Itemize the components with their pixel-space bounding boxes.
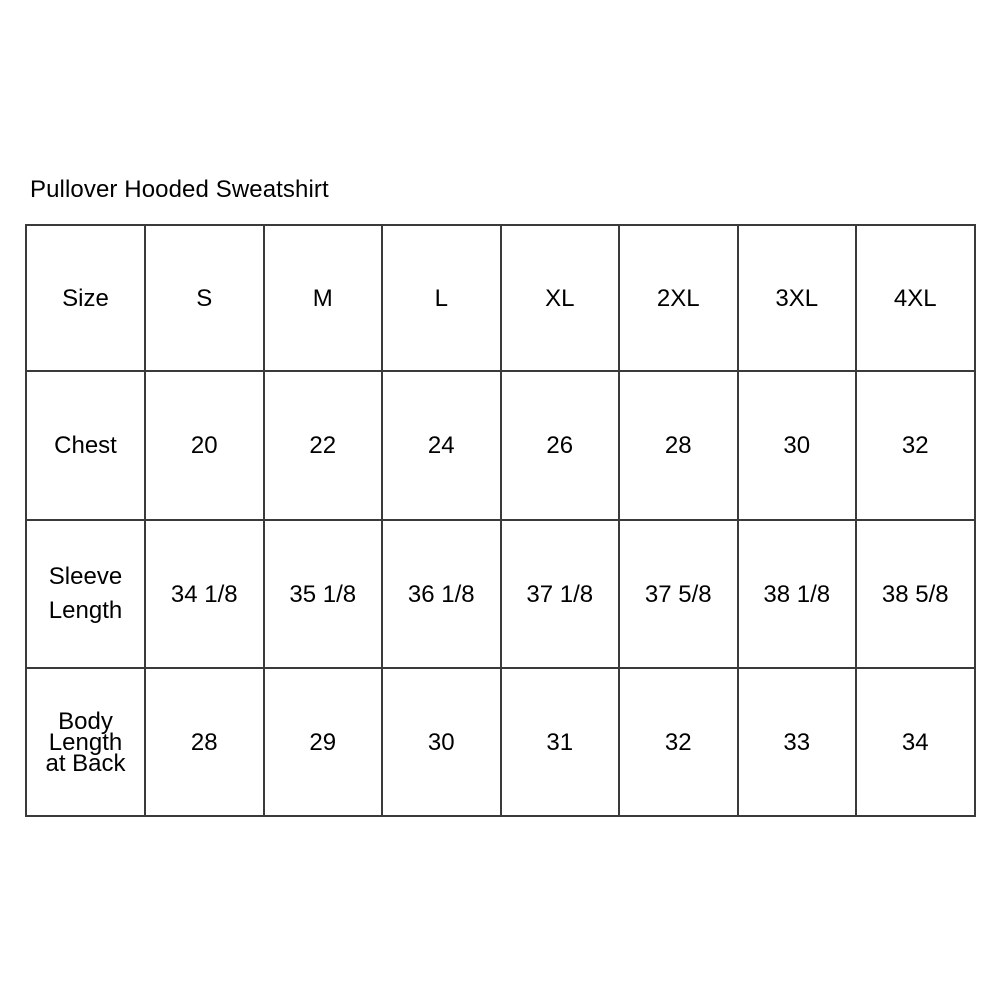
cell-body-l: 30 [381,667,502,817]
cell-body-s: 28 [144,667,265,817]
cell-size-xl: XL [499,224,620,372]
table-row-chest: Chest 20 22 24 26 28 30 32 [25,370,976,521]
page-title: Pullover Hooded Sweatshirt [30,176,329,203]
cell-body-3xl: 33 [736,667,857,817]
cell-chest-3xl: 30 [736,370,857,521]
cell-size-4xl: 4XL [855,224,976,372]
table-row-body-length-at-back: Body Length at Back 28 29 30 31 32 33 34 [25,667,976,817]
row-label-body-length-at-back: Body Length at Back [25,667,146,817]
cell-body-4xl: 34 [855,667,976,817]
cell-chest-2xl: 28 [618,370,739,521]
row-label-sleeve-length-line2: Length [48,597,123,624]
cell-body-xl: 31 [499,667,620,817]
cell-sleeve-m: 35 1/8 [262,519,383,669]
row-label-size: Size [25,224,146,372]
row-label-sleeve-length: Sleeve Length [25,519,146,669]
table-row-size: Size S M L XL 2XL 3XL 4XL [25,224,976,372]
cell-body-m: 29 [262,667,383,817]
cell-sleeve-xl: 37 1/8 [499,519,620,669]
size-chart-table: Size S M L XL 2XL 3XL 4XL Chest 20 22 24… [25,224,976,817]
cell-size-m: M [262,224,383,372]
cell-chest-m: 22 [262,370,383,521]
cell-sleeve-l: 36 1/8 [381,519,502,669]
row-label-sleeve-length-line1: Sleeve [48,563,123,590]
cell-chest-4xl: 32 [855,370,976,521]
cell-sleeve-4xl: 38 5/8 [855,519,976,669]
cell-chest-s: 20 [144,370,265,521]
cell-size-2xl: 2XL [618,224,739,372]
cell-body-2xl: 32 [618,667,739,817]
cell-chest-l: 24 [381,370,502,521]
row-label-body-length-line1: Body Length [48,707,123,756]
cell-sleeve-2xl: 37 5/8 [618,519,739,669]
cell-size-3xl: 3XL [736,224,857,372]
cell-chest-xl: 26 [499,370,620,521]
cell-sleeve-3xl: 38 1/8 [736,519,857,669]
cell-size-s: S [144,224,265,372]
cell-sleeve-s: 34 1/8 [144,519,265,669]
table-row-sleeve-length: Sleeve Length 34 1/8 35 1/8 36 1/8 37 1/… [25,519,976,669]
row-label-body-length-line2: at Back [45,749,126,777]
cell-size-l: L [381,224,502,372]
row-label-chest: Chest [25,370,146,521]
